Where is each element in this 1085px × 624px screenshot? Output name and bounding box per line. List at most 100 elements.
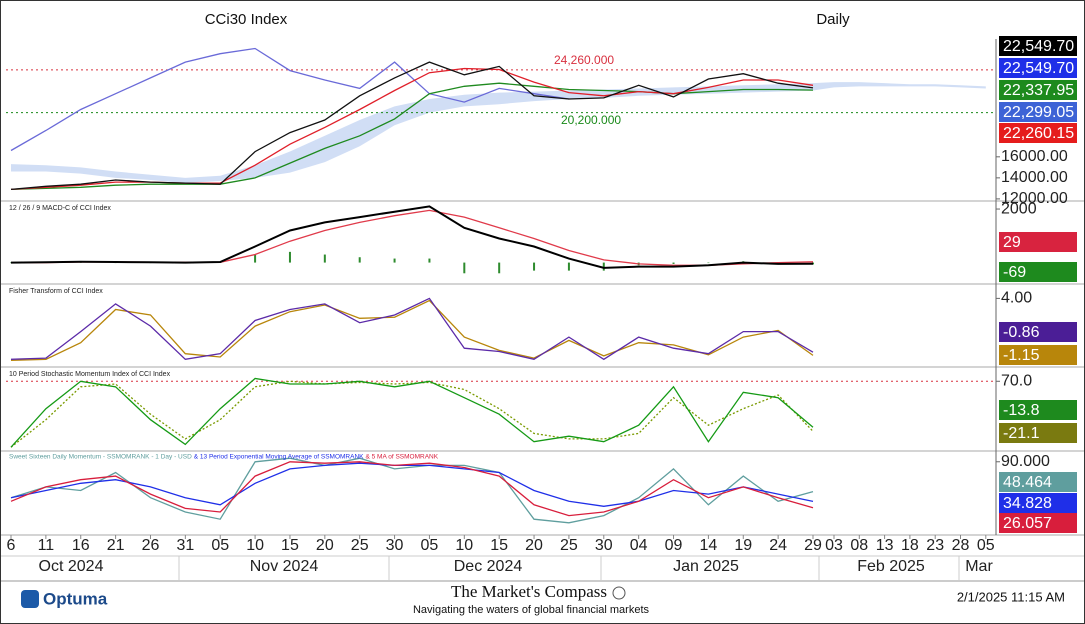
histogram-bar <box>463 262 466 274</box>
price-tag-label: -0.86 <box>1003 324 1040 341</box>
series-line <box>10 297 814 361</box>
x-tick-label: 6 <box>7 537 16 554</box>
price-tag-label: 22,549.70 <box>1003 38 1074 55</box>
y-tick-label: 16000.00 <box>1001 148 1068 165</box>
price-tag-label: -69 <box>1003 264 1026 281</box>
legend-entry: & 13 Period Exponential Moving Average o… <box>194 454 364 461</box>
series-line <box>10 47 569 152</box>
x-tick-label: 15 <box>490 537 508 554</box>
price-tag-label: 26.057 <box>1003 515 1052 532</box>
panel-title: 12 / 26 / 9 MACD-C of CCI Index <box>9 205 111 212</box>
legend-entry: Sweet Sixteen Daily Momentum - SSMOMRANK… <box>9 454 192 461</box>
logo-icon <box>21 590 39 608</box>
plot-area <box>6 377 996 448</box>
histogram-bar <box>288 251 291 263</box>
level-label: 24,260.000 <box>554 53 614 67</box>
y-tick-label: 14000.00 <box>1001 169 1068 186</box>
x-tick-label: 26 <box>142 537 160 554</box>
x-tick-label: 04 <box>630 537 648 554</box>
brand: The Market's Compass <box>451 582 607 601</box>
level-label: 20,200.000 <box>561 113 621 127</box>
price-tag <box>999 262 1077 282</box>
histogram-bar <box>602 262 605 271</box>
price-tag-label: 48.464 <box>1003 474 1052 491</box>
x-tick-label: 30 <box>595 537 613 554</box>
price-tag-label: 22,260.15 <box>1003 125 1074 142</box>
price-tag-label: -13.8 <box>1003 402 1040 419</box>
histogram-bar <box>533 262 536 271</box>
x-tick-label: 05 <box>211 537 229 554</box>
y-tick-label: 2000 <box>1001 200 1037 217</box>
x-tick-label: 09 <box>665 537 683 554</box>
month-label: Feb 2025 <box>857 558 925 575</box>
x-tick-label: 20 <box>316 537 334 554</box>
x-tick-label: 10 <box>455 537 473 554</box>
x-tick-label: 20 <box>525 537 543 554</box>
x-tick-label: 28 <box>952 537 970 554</box>
plot-area <box>10 457 814 524</box>
plot-area <box>10 205 815 274</box>
x-tick-label: 21 <box>107 537 125 554</box>
x-tick-label: 18 <box>901 537 919 554</box>
price-tag-label: 29 <box>1003 234 1021 251</box>
price-tag <box>999 36 1077 56</box>
histogram-bar <box>323 254 326 263</box>
chart-subtitle: Daily <box>816 11 850 28</box>
ichimoku-cloud <box>11 82 986 184</box>
x-tick-label: 14 <box>700 537 718 554</box>
price-tag-label: -1.15 <box>1003 347 1040 364</box>
tagline: Navigating the waters of global financia… <box>413 604 650 616</box>
x-tick-label: 05 <box>421 537 439 554</box>
price-tag <box>999 232 1077 252</box>
compass-icon <box>612 586 626 600</box>
logo-text: Optuma <box>43 589 108 608</box>
histogram-bar <box>393 258 396 263</box>
plot-area <box>6 47 996 191</box>
price-tag <box>999 123 1077 143</box>
x-tick-label: 30 <box>386 537 404 554</box>
price-tag <box>999 58 1077 78</box>
month-label: Nov 2024 <box>250 558 319 575</box>
price-tag <box>999 102 1077 122</box>
price-tag-label: 22,337.95 <box>1003 82 1074 99</box>
series-line <box>10 380 814 448</box>
series-line <box>10 461 814 517</box>
x-tick-label: 11 <box>38 537 55 554</box>
panel-title: Fisher Transform of CCI Index <box>9 288 103 295</box>
series-line <box>10 205 814 269</box>
x-tick-label: 25 <box>351 537 369 554</box>
chart-title: CCi30 Index <box>205 11 288 28</box>
histogram-bar <box>358 257 361 263</box>
x-tick-label: 25 <box>560 537 578 554</box>
month-label: Jan 2025 <box>673 558 739 575</box>
plot-area <box>10 297 814 362</box>
price-tag <box>999 80 1077 100</box>
price-tag <box>999 423 1077 443</box>
y-tick-label: 70.0 <box>1001 372 1032 389</box>
histogram-bar <box>672 262 675 264</box>
series-line <box>10 462 814 507</box>
price-tag-label: 22,549.70 <box>1003 60 1074 77</box>
x-tick-label: 24 <box>769 537 787 554</box>
series-line <box>10 299 814 362</box>
timestamp: 2/1/2025 11:15 AM <box>957 589 1065 604</box>
x-tick-label: 15 <box>281 537 299 554</box>
month-label: Mar <box>965 558 993 575</box>
price-tag-label: 22,299.05 <box>1003 104 1074 121</box>
price-tag <box>999 345 1077 365</box>
x-tick-label: 31 <box>176 537 194 554</box>
histogram-bar <box>498 262 501 274</box>
x-tick-label: 08 <box>850 537 868 554</box>
month-label: Dec 2024 <box>454 558 523 575</box>
price-tag <box>999 400 1077 420</box>
legend-entry: & 5 MA of SSMOMRANK <box>365 454 438 461</box>
x-tick-label: 13 <box>876 537 894 554</box>
histogram-bar <box>812 262 815 265</box>
histogram-bar <box>567 262 570 271</box>
y-tick-label: 90.000 <box>1001 453 1050 470</box>
x-tick-label: 03 <box>825 537 843 554</box>
histogram-bar <box>428 258 431 263</box>
